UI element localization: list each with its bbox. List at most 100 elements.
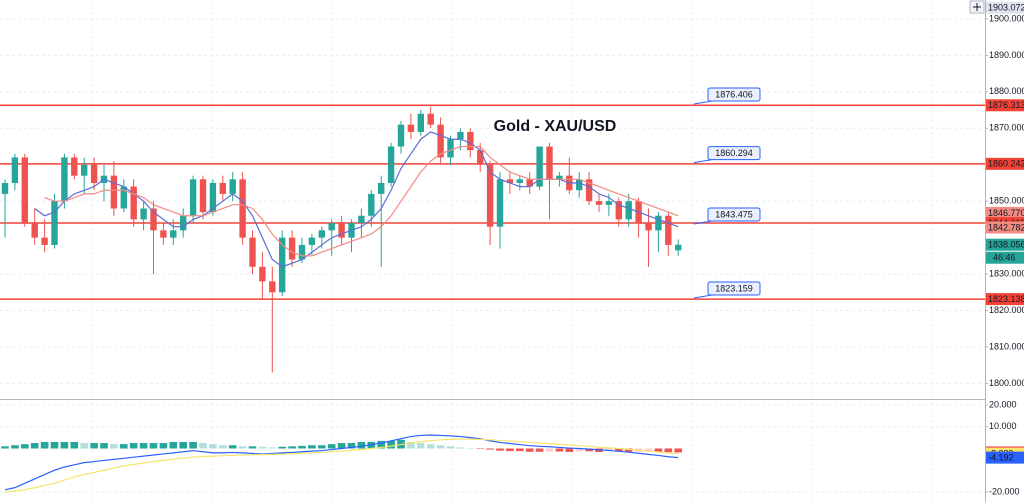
candle-body	[407, 124, 415, 132]
candle-body	[160, 230, 167, 238]
callout-box	[707, 281, 761, 296]
histogram-bar	[169, 441, 178, 449]
callout-label: 1876.406	[715, 89, 753, 99]
candle-body	[477, 150, 484, 165]
histogram-bar	[120, 444, 128, 449]
candle-body	[279, 237, 286, 293]
histogram-bar	[367, 441, 376, 449]
price-label: 1903.072	[988, 3, 1024, 13]
histogram-bar	[100, 443, 108, 449]
y-tick-label: 1830.000	[989, 268, 1024, 278]
indicator-line	[4, 434, 679, 491]
histogram-bar	[446, 446, 455, 449]
candle-body	[556, 175, 563, 180]
callout-box	[707, 207, 761, 222]
histogram-bar	[30, 443, 39, 449]
histogram-bar	[298, 445, 306, 449]
histogram-bar	[199, 443, 207, 449]
candle-body	[467, 131, 474, 151]
histogram-bar	[318, 445, 326, 449]
candle-body	[51, 201, 58, 245]
candle-body	[595, 201, 603, 205]
candle-body	[576, 179, 583, 191]
candle-body	[328, 223, 335, 231]
callout-pointer	[693, 159, 713, 164]
histogram-bar	[50, 441, 59, 449]
histogram-bar	[228, 445, 237, 449]
price-label-box	[986, 206, 1024, 219]
candle-body	[655, 215, 662, 231]
countdown: 46:46	[993, 253, 1016, 263]
y-tick-label: 20.000	[989, 399, 1017, 409]
histogram-bar	[476, 448, 484, 449]
callout-label: 1843.475	[715, 209, 753, 219]
candle-body	[170, 230, 177, 238]
candle-body	[387, 146, 395, 183]
histogram-bar	[615, 448, 623, 452]
chart-title: Gold - XAU/USD	[494, 118, 617, 135]
candle-body	[229, 179, 236, 194]
price-label: 1842.782	[988, 222, 1024, 232]
candle-body	[219, 182, 226, 194]
price-label-box	[986, 157, 1024, 170]
histogram-bar	[110, 444, 118, 449]
candle-body	[189, 179, 197, 216]
callout-box	[707, 87, 761, 102]
candle-body	[259, 266, 266, 282]
histogram-bar	[219, 445, 227, 449]
histogram-bar	[149, 443, 158, 449]
candle-body	[209, 182, 217, 213]
candle-body	[110, 175, 118, 209]
histogram-bar	[555, 448, 564, 452]
callout-pointer	[693, 220, 713, 225]
candle-body	[665, 215, 672, 245]
histogram-bar	[288, 446, 296, 449]
candle-body	[180, 215, 187, 231]
candle-body	[71, 157, 78, 176]
candle-body	[546, 146, 553, 180]
y-tick-label: 1900.000	[989, 13, 1024, 23]
y-tick-label: 1880.000	[989, 86, 1024, 96]
candle-body	[397, 124, 405, 147]
y-tick-label: 1850.000	[989, 196, 1024, 206]
y-tick-label: -20.000	[989, 486, 1020, 496]
price-label: 1838.056	[988, 240, 1024, 250]
histogram-bar	[516, 448, 524, 452]
candle-body	[31, 223, 38, 238]
histogram-bar	[308, 445, 316, 449]
histogram-bar	[535, 448, 544, 452]
indicator-line	[4, 438, 679, 493]
histogram-bar	[466, 448, 475, 449]
histogram-bar	[1, 446, 9, 449]
candle-body	[536, 146, 543, 187]
price-label-box	[986, 238, 1024, 251]
candle-body	[378, 182, 385, 194]
zoom-button[interactable]	[969, 0, 985, 14]
price-label-box	[986, 221, 1024, 234]
price-label: 1846.770	[988, 208, 1024, 218]
callout-pointer	[693, 294, 713, 299]
price-label: 1860.242	[988, 159, 1024, 169]
histogram-bar	[605, 448, 613, 452]
candle-body	[516, 179, 523, 183]
candle-body	[21, 157, 28, 224]
candle-body	[11, 157, 19, 183]
candle-body	[1, 182, 9, 194]
countdown-box	[986, 251, 1024, 264]
candle-body	[496, 179, 504, 227]
price-axis: 1800.000 1810.000 1820.000 1830.000 1850.000…	[985, 1, 1024, 496]
histogram-bar	[486, 448, 494, 450]
y-tick-label: 10.000	[989, 421, 1017, 431]
candle-body	[605, 201, 613, 205]
histogram-bar	[417, 443, 425, 449]
histogram-bar	[426, 444, 435, 449]
price-label-box	[986, 293, 1024, 306]
candle-body	[269, 281, 276, 293]
candle-body	[417, 113, 424, 132]
price-label-box	[986, 451, 1024, 464]
histogram-bar	[624, 448, 633, 453]
histogram-bar	[575, 448, 583, 452]
histogram-bar	[496, 448, 504, 451]
histogram-bar	[268, 447, 277, 449]
